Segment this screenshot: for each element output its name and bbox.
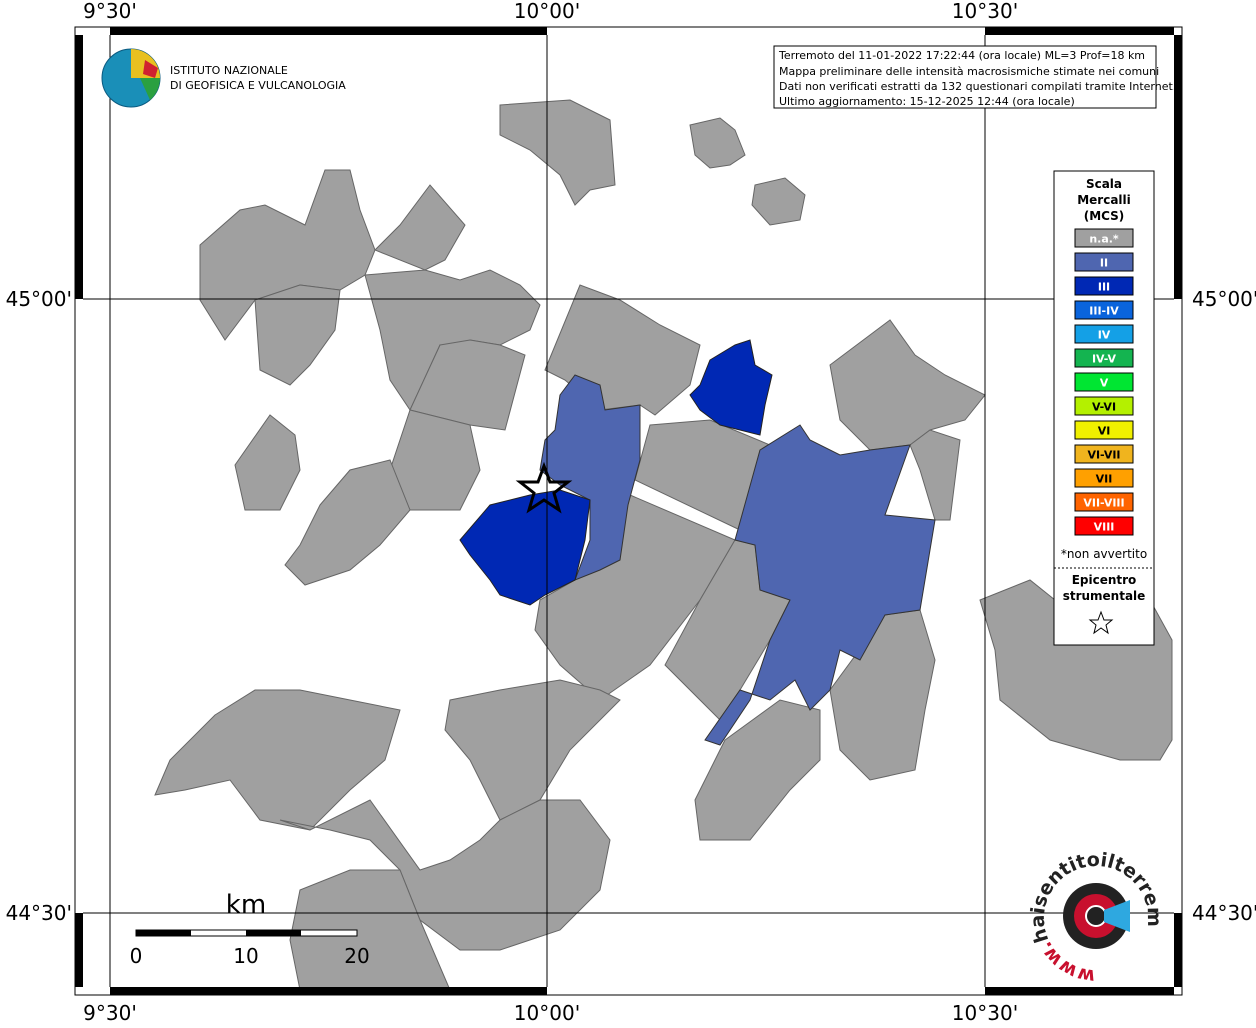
epicenter-star xyxy=(515,461,573,514)
info-box-frame xyxy=(773,45,1157,109)
municipality-ii xyxy=(539,374,641,581)
graticule xyxy=(83,35,1174,987)
logo-segment xyxy=(140,78,161,100)
grid-label-bottom: 10°00' xyxy=(514,1001,580,1024)
border-segment xyxy=(1174,35,1182,299)
logo-target xyxy=(1085,905,1107,927)
info-line: Terremoto del 11-01-2022 17:22:44 (ora l… xyxy=(778,49,1145,62)
municipality xyxy=(289,869,451,991)
legend-label: II xyxy=(1100,257,1108,270)
municipality xyxy=(154,689,401,831)
ingv-logo: ISTITUTO NAZIONALE DI GEOFISICA E VULCAN… xyxy=(101,48,346,108)
municipality-iii xyxy=(689,339,773,436)
border-segment xyxy=(75,35,83,299)
intensity-ii xyxy=(539,374,936,746)
grid-label-top: 10°00' xyxy=(514,0,580,23)
municipality-iii xyxy=(459,489,591,606)
legend-label: VII-VIII xyxy=(1083,497,1124,510)
legend-swatch xyxy=(1074,324,1134,344)
info-box: Terremoto del 11-01-2022 17:22:44 (ora l… xyxy=(773,45,1176,109)
grid-label-left: 44°30' xyxy=(6,901,72,925)
legend-epicenter: strumentale xyxy=(1063,589,1146,603)
legend-label: III xyxy=(1098,281,1110,294)
grid-label-bottom: 10°30' xyxy=(952,1001,1018,1024)
intensity-iii xyxy=(459,339,773,606)
legend-swatch xyxy=(1074,468,1134,488)
legend-swatch xyxy=(1074,228,1134,248)
grid-label-bottom: 9°30' xyxy=(83,1001,137,1024)
legend-label: VI xyxy=(1098,425,1111,438)
municipality xyxy=(694,699,821,841)
legend-swatch xyxy=(1074,420,1134,440)
municipality xyxy=(829,319,986,451)
municipality xyxy=(499,99,616,206)
border-segment xyxy=(985,987,1174,995)
grid-labels: 9°30' 10°00' 10°30' 9°30' 10°00' 10°30' 45°00'… xyxy=(6,0,1256,1025)
legend-label: IV xyxy=(1098,329,1111,342)
legend-label: V xyxy=(1100,377,1109,390)
scale-tick: 20 xyxy=(344,944,369,968)
municipality xyxy=(689,117,746,169)
municipalities xyxy=(154,99,1173,991)
legend-swatch xyxy=(1074,516,1134,536)
legend-label: V-VI xyxy=(1092,401,1116,414)
legend-title: Mercalli xyxy=(1077,193,1131,207)
legend-swatch xyxy=(1074,252,1134,272)
border-segment xyxy=(75,913,83,987)
border-segment xyxy=(110,27,547,35)
legend-swatch xyxy=(1074,396,1134,416)
logo-megaphone xyxy=(1104,900,1130,932)
scale-unit: km xyxy=(226,890,266,920)
legend-label: IV-V xyxy=(1092,353,1117,366)
municipality xyxy=(254,284,341,386)
logo-segment xyxy=(143,60,158,78)
legend-swatch xyxy=(1074,348,1134,368)
scale-segment xyxy=(136,930,191,936)
border-segment xyxy=(110,987,547,995)
legend-label: VII xyxy=(1096,473,1113,486)
scale-tick: 0 xyxy=(130,944,143,968)
legend-label: n.a.* xyxy=(1089,233,1119,246)
border-segment xyxy=(1174,913,1182,987)
grid-label-right: 45°00' xyxy=(1192,287,1256,311)
grid-label-top: 10°30' xyxy=(952,0,1018,23)
logo-text: ISTITUTO NAZIONALE xyxy=(170,64,288,77)
legend-swatch xyxy=(1074,444,1134,464)
municipality xyxy=(909,429,961,521)
legend-label: VIII xyxy=(1094,521,1115,534)
legend-swatch xyxy=(1074,372,1134,392)
legend-title: Scala xyxy=(1086,177,1122,191)
info-line: Dati non verificati estratti da 132 ques… xyxy=(779,80,1176,93)
info-line: Ultimo aggiornamento: 15-12-2025 12:44 (… xyxy=(779,95,1075,108)
municipality xyxy=(284,459,411,586)
legend-note: *non avvertito xyxy=(1061,547,1147,561)
municipality xyxy=(444,679,621,821)
grid-label-right: 44°30' xyxy=(1192,901,1256,925)
legend-epicenter: Epicentro xyxy=(1072,573,1137,587)
legend: Scala Mercalli (MCS) *non avvertito Epic… xyxy=(1053,170,1155,646)
scale-bar: km 0 10 20 xyxy=(130,890,370,968)
scale-tick: 10 xyxy=(233,944,258,968)
legend-label: III-IV xyxy=(1089,305,1119,318)
legend-title: (MCS) xyxy=(1084,209,1125,223)
scale-segment xyxy=(246,930,301,936)
border-segment xyxy=(985,27,1174,35)
grid-label-left: 45°00' xyxy=(6,287,72,311)
logo-text: DI GEOFISICA E VULCANOLOGIA xyxy=(170,79,346,92)
legend-swatch xyxy=(1074,492,1134,512)
legend-swatch xyxy=(1074,276,1134,296)
info-line: Mappa preliminare delle intensità macros… xyxy=(779,65,1159,78)
frame-border xyxy=(75,27,1182,995)
legend-star xyxy=(1088,610,1114,635)
municipality xyxy=(829,609,936,781)
grid-label-top: 9°30' xyxy=(83,0,137,23)
legend-label: VI-VII xyxy=(1087,449,1120,462)
municipality xyxy=(234,414,301,511)
municipality xyxy=(751,177,806,226)
municipality-ii xyxy=(704,424,936,746)
legend-swatch xyxy=(1074,300,1134,320)
